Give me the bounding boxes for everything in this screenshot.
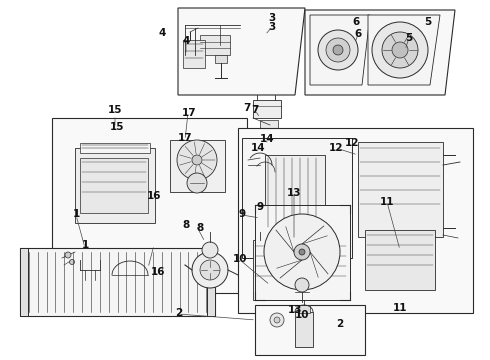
Text: 8: 8	[196, 223, 204, 233]
Circle shape	[333, 45, 343, 55]
Circle shape	[200, 260, 220, 280]
Circle shape	[372, 22, 428, 78]
Bar	[298, 305, 310, 313]
Bar	[358, 142, 443, 237]
Bar	[255, 305, 365, 355]
Text: 4: 4	[182, 36, 190, 46]
Text: 5: 5	[406, 33, 413, 43]
Bar	[80, 158, 148, 213]
Bar	[215, 55, 227, 63]
Text: 12: 12	[328, 143, 343, 153]
Circle shape	[299, 249, 305, 255]
Text: 3: 3	[269, 22, 275, 32]
Text: 10: 10	[233, 254, 247, 264]
Circle shape	[382, 32, 418, 68]
Circle shape	[274, 317, 280, 323]
Circle shape	[177, 140, 217, 180]
Bar	[20, 248, 28, 316]
Bar	[255, 205, 350, 300]
Text: 2: 2	[175, 308, 182, 318]
Circle shape	[294, 244, 310, 260]
Circle shape	[392, 42, 408, 58]
Circle shape	[295, 278, 309, 292]
Circle shape	[264, 214, 340, 290]
Text: 15: 15	[108, 105, 122, 115]
Text: 13: 13	[288, 305, 302, 315]
Text: 8: 8	[183, 220, 190, 230]
Text: 10: 10	[295, 310, 309, 320]
Text: 17: 17	[181, 108, 196, 118]
Bar	[242, 138, 352, 258]
Text: 13: 13	[287, 188, 301, 198]
Text: 2: 2	[336, 319, 343, 329]
Bar	[20, 248, 215, 316]
Bar	[200, 35, 230, 55]
Circle shape	[187, 173, 207, 193]
Text: 7: 7	[251, 105, 259, 115]
Bar	[52, 118, 247, 293]
Polygon shape	[368, 15, 440, 85]
Bar	[260, 120, 278, 132]
Text: 6: 6	[354, 29, 361, 39]
Bar	[295, 312, 313, 347]
Bar	[365, 230, 435, 290]
Text: 16: 16	[147, 191, 162, 201]
Bar	[207, 248, 215, 316]
Bar	[183, 40, 205, 68]
Bar	[265, 155, 325, 230]
Polygon shape	[310, 15, 370, 85]
Text: 11: 11	[380, 197, 394, 207]
Text: 6: 6	[352, 17, 360, 27]
Text: 16: 16	[151, 267, 165, 277]
Text: 12: 12	[345, 138, 359, 148]
Text: 14: 14	[251, 143, 265, 153]
Polygon shape	[178, 8, 305, 95]
Text: 17: 17	[178, 133, 192, 143]
Text: 14: 14	[260, 134, 274, 144]
Bar	[75, 148, 155, 223]
Circle shape	[192, 252, 228, 288]
Bar	[238, 128, 473, 313]
Bar	[170, 140, 225, 192]
Circle shape	[326, 38, 350, 62]
Text: 11: 11	[393, 303, 407, 313]
Bar	[253, 240, 348, 300]
Text: 7: 7	[244, 103, 251, 113]
Circle shape	[70, 260, 74, 265]
Text: 4: 4	[158, 28, 166, 38]
Polygon shape	[305, 10, 455, 95]
Circle shape	[192, 155, 202, 165]
Text: 9: 9	[239, 209, 246, 219]
Text: 3: 3	[269, 13, 275, 23]
Circle shape	[202, 242, 218, 258]
Text: 1: 1	[73, 209, 79, 219]
Circle shape	[318, 30, 358, 70]
Text: 9: 9	[256, 202, 264, 212]
Circle shape	[65, 252, 71, 258]
Text: 1: 1	[81, 240, 89, 250]
Text: 5: 5	[424, 17, 432, 27]
Text: 15: 15	[110, 122, 124, 132]
Bar	[253, 100, 281, 118]
Bar	[80, 143, 150, 153]
Circle shape	[270, 313, 284, 327]
